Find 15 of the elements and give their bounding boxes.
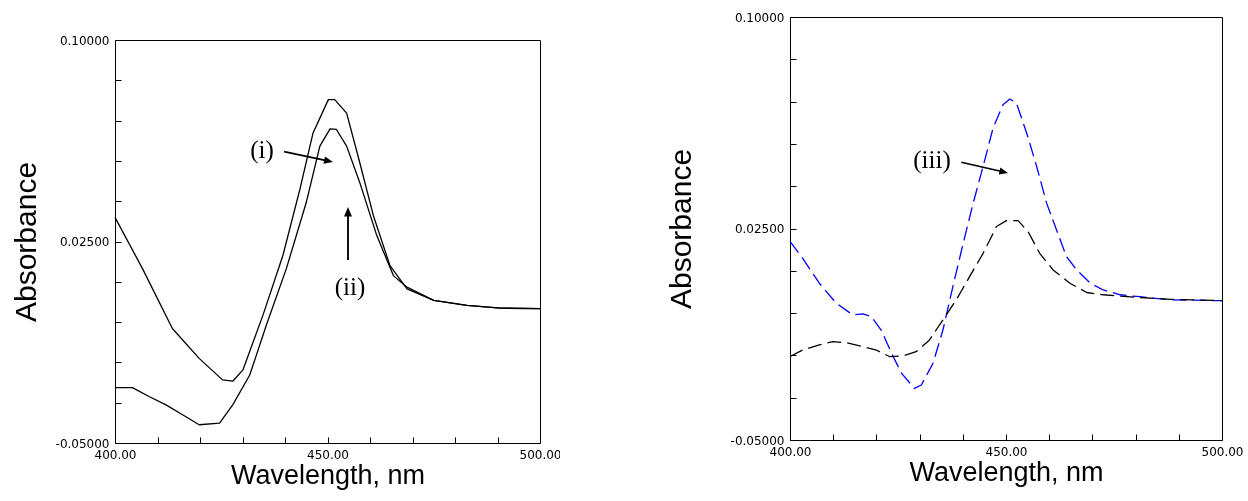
y-tick-label: 0.10000	[59, 33, 110, 48]
x-tick-label: 450.00	[307, 447, 349, 462]
y-tick-label: 0.02500	[59, 235, 110, 249]
x-tick-label: 500.00	[519, 447, 562, 462]
y-axis-title: Absorbance	[8, 161, 42, 323]
annotation: (i)	[250, 136, 274, 164]
y-axis-title: Absorbance	[663, 148, 697, 310]
x-axis-title: Wavelength, nm	[230, 459, 426, 490]
annotation: (iii)	[913, 146, 951, 174]
y-tick-label: 0.02500	[734, 222, 785, 236]
y-tick-label: 0.10000	[734, 10, 785, 25]
x-tick-label: 500.00	[1201, 444, 1244, 459]
annotation: (ii)	[334, 273, 366, 301]
x-axis-title: Wavelength, nm	[909, 456, 1104, 487]
x-tick-label: 450.00	[985, 444, 1028, 459]
